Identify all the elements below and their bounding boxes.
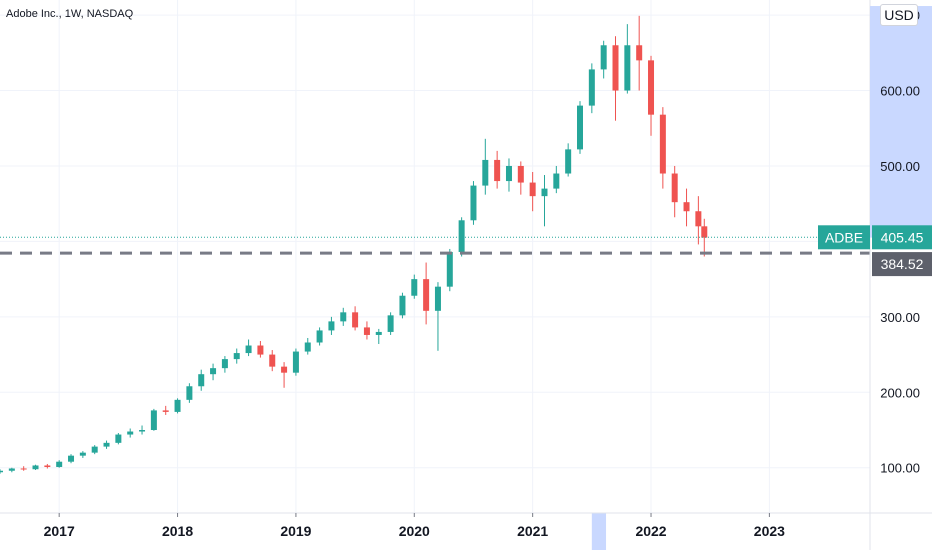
candle-body [399,295,406,316]
candle-body [553,173,560,189]
candle-body [636,45,643,61]
x-tick-label: 2022 [635,523,666,539]
candle-body [470,185,477,221]
time-highlight [591,513,607,550]
candle-body [446,251,453,287]
candle-body [257,345,264,355]
candle-body [174,399,181,412]
y-tick-label: 300.00 [880,310,920,325]
x-axis: 2017 2018 2019 2020 2021 2022 2023 [44,513,785,539]
candle-body [20,468,27,470]
candle-body [363,327,370,335]
candle-body [0,470,3,473]
candle-body [517,165,524,183]
candle-body [210,368,217,375]
candle-body [56,461,63,467]
candle-body [648,60,655,115]
candle-body [304,342,311,352]
candle-body [103,442,110,447]
last-price-tag-bg [872,225,932,250]
x-tick-label: 2020 [399,523,430,539]
candle-body [340,312,347,322]
candle-body [269,354,276,367]
candle-body [8,468,15,471]
price-tags: ADBE 405.45 384.52 [818,225,932,277]
candle-body [162,410,169,412]
candle-body [316,330,323,343]
candle-body [91,446,98,453]
candle-body [292,351,299,373]
candle-body [139,430,146,432]
candle-body [600,45,607,70]
candle-body [482,159,489,186]
x-tick-label: 2017 [44,523,75,539]
candle-body [352,312,359,328]
candle-body [127,431,134,435]
candle-body [612,45,619,91]
last-price-tag-label: 405.45 [881,229,924,245]
candle-body [281,366,288,373]
candle-body [695,211,702,227]
candle-body [701,226,708,238]
y-grid [0,14,870,469]
candle-body [328,321,335,331]
hline-price-tag-label: 384.52 [881,256,924,272]
candle-body [411,279,418,296]
candle-body [79,452,86,456]
candle-body [529,182,536,197]
x-tick-label: 2019 [280,523,311,539]
price-range-highlight [870,6,932,238]
candle-body [624,45,631,91]
candle-body [683,202,690,212]
candle-body [32,465,39,470]
candle-body [671,173,678,203]
symbol-tag-label: ADBE [825,229,863,245]
candle-body [458,220,465,252]
candle-body [494,159,501,182]
chart-title: Adobe Inc., 1W, NASDAQ [6,8,134,20]
x-grid [58,0,770,513]
candle-body [44,465,51,467]
x-tick-label: 2018 [162,523,193,539]
candle-body [68,455,75,462]
candle-body [387,315,394,332]
candle-body [588,69,595,106]
y-tick-label: 600.00 [880,84,920,99]
candle-body [186,386,193,400]
candles-group [0,15,708,474]
y-tick-label: 100.00 [880,461,920,476]
hline-price-tag-bg [872,252,932,277]
candle-body [150,410,157,431]
candle-body [115,434,122,443]
candle-body [245,345,252,354]
x-tick-label: 2023 [754,523,785,539]
currency-button[interactable]: USD [880,4,918,26]
candle-body [434,286,441,311]
candle-body [221,359,228,369]
candle-body [233,353,240,360]
y-tick-label: 500.00 [880,159,920,174]
candle-body [198,374,205,387]
candle-body [375,331,382,335]
candle-body [577,105,583,150]
candle-body [541,188,548,197]
candle-body [659,114,666,174]
candle-body [505,165,512,182]
candle-body [565,149,572,174]
symbol-tag-bg [818,225,870,250]
candle-body [423,279,430,311]
y-tick-label: 200.00 [880,385,920,400]
x-tick-label: 2021 [517,523,548,539]
